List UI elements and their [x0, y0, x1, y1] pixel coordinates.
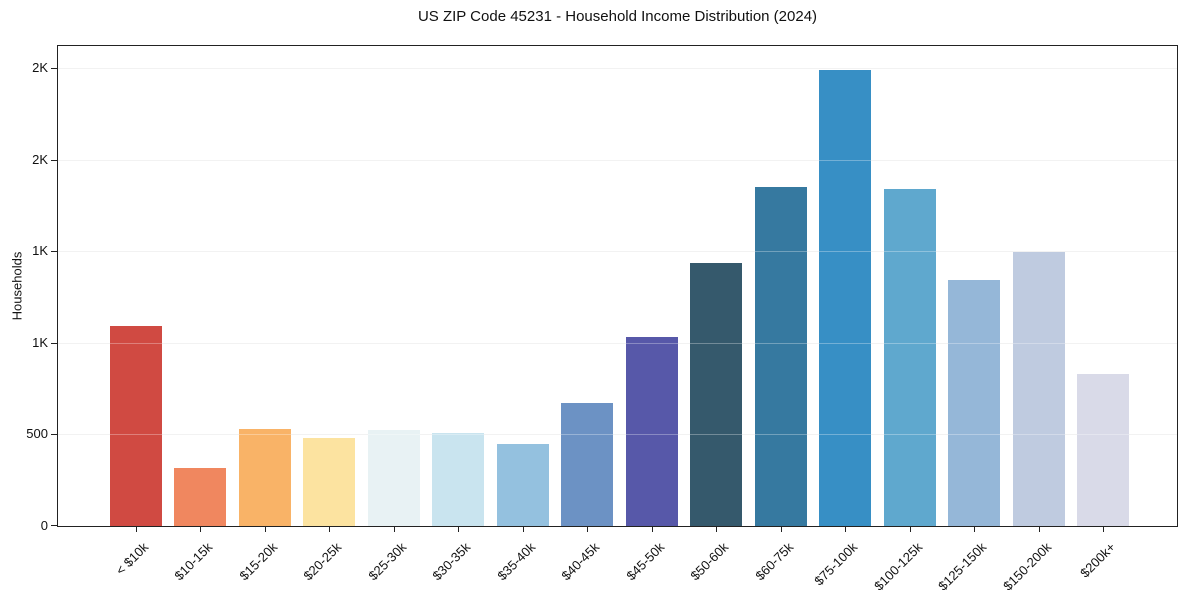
- y-tick-mark: [51, 251, 57, 252]
- x-tick-mark: [329, 527, 330, 532]
- y-tick-mark: [51, 160, 57, 161]
- x-tick-label-text: $40-45k: [558, 539, 603, 584]
- gridline: [58, 68, 1177, 69]
- y-tick-mark: [51, 434, 57, 435]
- bar: [239, 429, 291, 526]
- x-tick-label-text: $10-15k: [171, 539, 216, 584]
- x-tick-label-text: $20-25k: [300, 539, 345, 584]
- gridline-overlay: [58, 160, 1177, 161]
- x-tick-mark: [781, 527, 782, 532]
- gridline: [58, 251, 1177, 252]
- x-tick-mark: [1039, 527, 1040, 532]
- x-tick-mark: [523, 527, 524, 532]
- bar: [884, 189, 936, 526]
- bar: [303, 438, 355, 526]
- x-tick-label-text: $125-150k: [935, 539, 990, 590]
- y-axis-label: Households: [9, 251, 25, 321]
- bar: [755, 187, 807, 526]
- x-tick-label-text: $30-35k: [429, 539, 474, 584]
- y-tick-mark: [51, 525, 57, 526]
- bar: [432, 433, 484, 526]
- x-tick-label-text: $150-200k: [1000, 539, 1055, 590]
- x-tick-mark: [136, 527, 137, 532]
- bar: [626, 337, 678, 526]
- x-tick-mark: [652, 527, 653, 532]
- x-tick-label-text: $75-100k: [811, 539, 861, 589]
- x-tick-mark: [200, 527, 201, 532]
- bar: [368, 430, 420, 526]
- y-tick-label: 2K: [32, 152, 48, 167]
- gridline-overlay: [58, 434, 1177, 435]
- x-tick-label-text: $15-20k: [236, 539, 281, 584]
- bar: [174, 468, 226, 526]
- x-tick-mark: [910, 527, 911, 532]
- x-tick-label-text: $200k+: [1077, 539, 1119, 581]
- y-tick-label: 0: [40, 518, 48, 533]
- gridline-overlay: [58, 251, 1177, 252]
- x-tick-label-text: $25-30k: [365, 539, 410, 584]
- gridline: [58, 343, 1177, 344]
- x-tick-mark: [974, 527, 975, 532]
- bar: [948, 280, 1000, 526]
- y-tick-label: 1K: [32, 243, 48, 258]
- x-tick-mark: [587, 527, 588, 532]
- bar: [690, 263, 742, 526]
- x-tick-mark: [458, 527, 459, 532]
- bar: [819, 70, 871, 526]
- gridline-overlay: [58, 68, 1177, 69]
- x-tick-label-text: < $10k: [112, 539, 152, 578]
- x-tick-label-text: $35-40k: [494, 539, 539, 584]
- x-tick-label-text: $60-75k: [752, 539, 797, 584]
- y-tick-label: 2K: [32, 60, 48, 75]
- plot-area: 0 500 1K 1K 2K 2K < $10k $10-15k $15-20k $20-25k $…: [26, 45, 1178, 590]
- y-tick-label: 500: [26, 426, 48, 441]
- x-tick-mark: [1103, 527, 1104, 532]
- x-tick-mark: [845, 527, 846, 532]
- gridline: [58, 434, 1177, 435]
- bar: [497, 444, 549, 526]
- y-tick-mark: [51, 343, 57, 344]
- bar: [561, 403, 613, 526]
- y-tick-mark: [51, 68, 57, 69]
- bar: [1077, 374, 1129, 526]
- x-tick-label-text: $45-50k: [623, 539, 668, 584]
- x-tick-mark: [716, 527, 717, 532]
- bar: [110, 326, 162, 526]
- gridline: [58, 160, 1177, 161]
- x-tick-label-text: $50-60k: [687, 539, 732, 584]
- y-tick-label: 1K: [32, 335, 48, 350]
- x-tick-label-text: $100-125k: [871, 539, 926, 590]
- bar: [1013, 252, 1065, 526]
- x-tick-mark: [265, 527, 266, 532]
- x-tick-mark: [394, 527, 395, 532]
- chart-title: US ZIP Code 45231 - Household Income Dis…: [417, 8, 818, 25]
- gridline-overlay: [58, 343, 1177, 344]
